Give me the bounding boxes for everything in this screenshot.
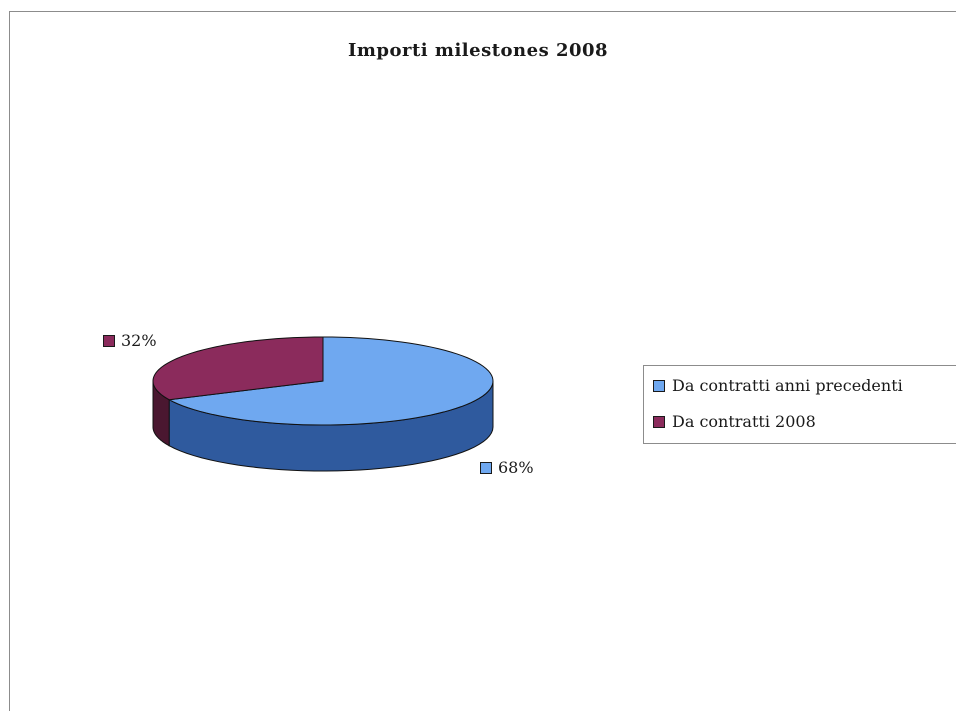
pie-slice-da-contratti-anni-precedenti xyxy=(167,336,494,426)
slice-label-swatch xyxy=(480,461,492,474)
legend-item-da-contratti-anni-precedenti: Da contratti anni precedenti xyxy=(653,376,903,395)
legend-label: Da contratti anni precedenti xyxy=(672,376,903,395)
slice-data-label-da-contratti-2008: 32% xyxy=(103,331,157,350)
legend-swatch xyxy=(653,379,665,392)
pie-slice-da-contratti-2008 xyxy=(152,336,324,401)
slice-data-label-da-contratti-anni-precedenti: 68% xyxy=(480,458,534,477)
slice-label-text: 68% xyxy=(498,458,534,477)
chart-legend: Da contratti anni precedenti Da contratt… xyxy=(643,365,956,444)
legend-label: Da contratti 2008 xyxy=(672,412,816,431)
slice-label-swatch xyxy=(103,334,115,347)
chart-title: Importi milestones 2008 xyxy=(347,40,609,61)
slice-label-text: 32% xyxy=(121,331,157,350)
legend-item-da-contratti-2008: Da contratti 2008 xyxy=(653,412,816,431)
legend-swatch xyxy=(653,415,665,428)
chart-frame xyxy=(9,11,956,711)
